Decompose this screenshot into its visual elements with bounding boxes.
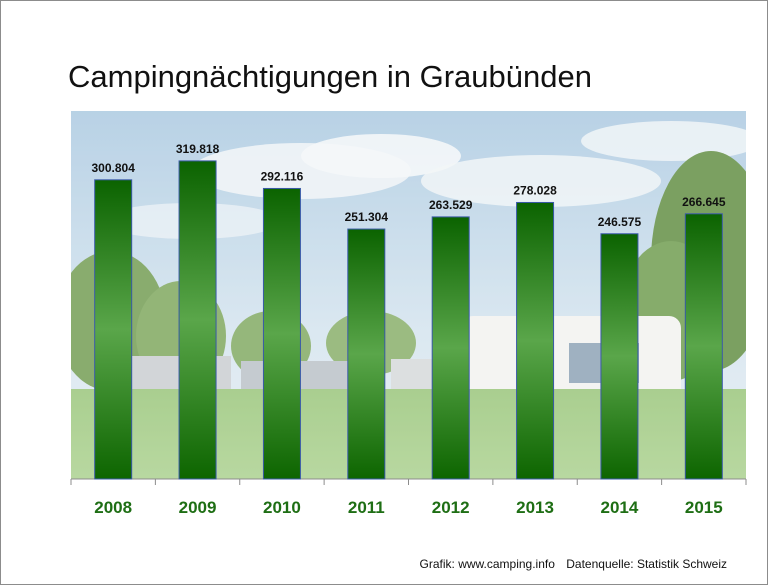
value-label-2015: 266.645 bbox=[682, 195, 726, 209]
x-tick-labels: 2008 2009 2010 2011 2012 2013 2014 2015 bbox=[94, 498, 722, 517]
x-tick-label-2011: 2011 bbox=[348, 498, 385, 517]
value-label-2012: 263.529 bbox=[429, 198, 473, 212]
value-label-2013: 278.028 bbox=[513, 183, 557, 197]
value-labels: 300.804 319.818 292.116 251.304 263.529 278.0… bbox=[91, 142, 725, 229]
bar-2011 bbox=[347, 228, 386, 480]
x-tick-label-2015: 2015 bbox=[685, 498, 723, 517]
value-label-2009: 319.818 bbox=[176, 142, 220, 156]
x-tick-label-2014: 2014 bbox=[601, 498, 639, 517]
bar-2014 bbox=[600, 233, 639, 480]
value-label-2010: 292.116 bbox=[261, 169, 304, 183]
value-label-2014: 246.575 bbox=[598, 215, 642, 229]
x-tick-label-2012: 2012 bbox=[432, 498, 470, 517]
x-axis bbox=[70, 478, 747, 485]
value-label-2008: 300.804 bbox=[91, 161, 135, 175]
x-tick-label-2010: 2010 bbox=[263, 498, 301, 517]
value-label-2011: 251.304 bbox=[345, 210, 389, 224]
bar-2009 bbox=[178, 160, 217, 480]
footer-credits: Grafik: www.camping.info Datenquelle: St… bbox=[420, 557, 727, 571]
x-tick-label-2009: 2009 bbox=[179, 498, 217, 517]
bar-2010 bbox=[262, 187, 301, 480]
bar-2013 bbox=[516, 201, 555, 480]
bar-2015 bbox=[684, 213, 723, 480]
bars bbox=[94, 160, 723, 480]
x-tick-label-2013: 2013 bbox=[516, 498, 554, 517]
bar-2008 bbox=[94, 179, 133, 480]
chart-title: Campingnächtigungen in Graubünden bbox=[68, 59, 592, 94]
bar-2012 bbox=[431, 216, 470, 480]
credit-text: Grafik: www.camping.info bbox=[419, 557, 555, 571]
x-tick-label-2008: 2008 bbox=[94, 498, 132, 517]
source-text: Datenquelle: Statistik Schweiz bbox=[566, 557, 727, 571]
